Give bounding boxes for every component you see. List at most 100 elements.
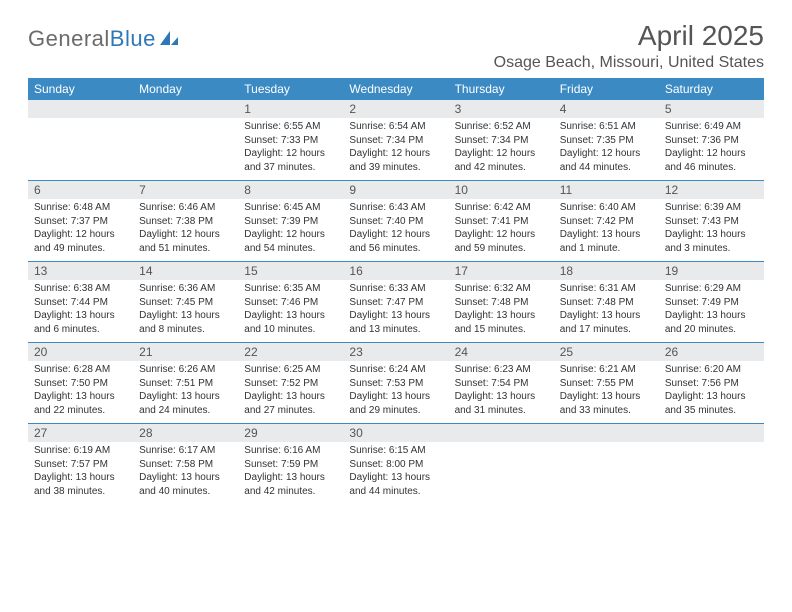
week-group: 27282930Sunrise: 6:19 AMSunset: 7:57 PMD… [28,424,764,504]
day-number: 22 [238,343,343,361]
daylight-line: Daylight: 12 hours and 42 minutes. [455,147,548,174]
daylight-line: Daylight: 12 hours and 49 minutes. [34,228,127,255]
day-detail-cell: Sunrise: 6:25 AMSunset: 7:52 PMDaylight:… [238,361,343,423]
day-number [28,100,133,118]
day-detail-cell: Sunrise: 6:51 AMSunset: 7:35 PMDaylight:… [554,118,659,180]
sunrise-line: Sunrise: 6:16 AM [244,444,337,458]
detail-row: Sunrise: 6:48 AMSunset: 7:37 PMDaylight:… [28,199,764,261]
day-number [554,424,659,442]
daylight-line: Daylight: 13 hours and 6 minutes. [34,309,127,336]
sunset-line: Sunset: 7:41 PM [455,215,548,229]
daylight-line: Daylight: 13 hours and 29 minutes. [349,390,442,417]
day-number-strip: 6789101112 [28,181,764,199]
daylight-line: Daylight: 13 hours and 40 minutes. [139,471,232,498]
brand-sail-icon [158,29,180,47]
day-detail-cell: Sunrise: 6:54 AMSunset: 7:34 PMDaylight:… [343,118,448,180]
sunset-line: Sunset: 7:56 PM [665,377,758,391]
page-header: GeneralBlue April 2025 Osage Beach, Miss… [28,20,764,72]
day-detail-cell: Sunrise: 6:19 AMSunset: 7:57 PMDaylight:… [28,442,133,504]
day-number [133,100,238,118]
day-number: 1 [238,100,343,118]
sunrise-line: Sunrise: 6:24 AM [349,363,442,377]
day-detail-cell [449,442,554,504]
daylight-line: Daylight: 13 hours and 20 minutes. [665,309,758,336]
day-detail-cell [659,442,764,504]
detail-row: Sunrise: 6:38 AMSunset: 7:44 PMDaylight:… [28,280,764,342]
daylight-line: Daylight: 13 hours and 27 minutes. [244,390,337,417]
sunset-line: Sunset: 7:38 PM [139,215,232,229]
daylight-line: Daylight: 13 hours and 38 minutes. [34,471,127,498]
sunrise-line: Sunrise: 6:54 AM [349,120,442,134]
brand-logo: GeneralBlue [28,26,180,52]
day-number: 21 [133,343,238,361]
sunrise-line: Sunrise: 6:51 AM [560,120,653,134]
day-number: 4 [554,100,659,118]
sunset-line: Sunset: 7:48 PM [455,296,548,310]
sunrise-line: Sunrise: 6:48 AM [34,201,127,215]
day-detail-cell: Sunrise: 6:46 AMSunset: 7:38 PMDaylight:… [133,199,238,261]
sunset-line: Sunset: 7:48 PM [560,296,653,310]
day-detail-cell: Sunrise: 6:49 AMSunset: 7:36 PMDaylight:… [659,118,764,180]
sunrise-line: Sunrise: 6:25 AM [244,363,337,377]
day-detail-cell: Sunrise: 6:39 AMSunset: 7:43 PMDaylight:… [659,199,764,261]
daylight-line: Daylight: 13 hours and 15 minutes. [455,309,548,336]
sunrise-line: Sunrise: 6:28 AM [34,363,127,377]
sunrise-line: Sunrise: 6:15 AM [349,444,442,458]
daylight-line: Daylight: 13 hours and 10 minutes. [244,309,337,336]
sunset-line: Sunset: 7:53 PM [349,377,442,391]
calendar-grid: SundayMondayTuesdayWednesdayThursdayFrid… [28,78,764,504]
daylight-line: Daylight: 12 hours and 59 minutes. [455,228,548,255]
sunrise-line: Sunrise: 6:23 AM [455,363,548,377]
daylight-line: Daylight: 13 hours and 3 minutes. [665,228,758,255]
brand-part1: General [28,26,110,52]
day-detail-cell: Sunrise: 6:32 AMSunset: 7:48 PMDaylight:… [449,280,554,342]
sunset-line: Sunset: 7:42 PM [560,215,653,229]
sunset-line: Sunset: 7:34 PM [349,134,442,148]
week-group: 20212223242526Sunrise: 6:28 AMSunset: 7:… [28,343,764,424]
day-number: 10 [449,181,554,199]
daylight-line: Daylight: 13 hours and 1 minute. [560,228,653,255]
day-detail-cell: Sunrise: 6:36 AMSunset: 7:45 PMDaylight:… [133,280,238,342]
day-number: 19 [659,262,764,280]
day-detail-cell: Sunrise: 6:43 AMSunset: 7:40 PMDaylight:… [343,199,448,261]
day-detail-cell: Sunrise: 6:20 AMSunset: 7:56 PMDaylight:… [659,361,764,423]
day-number: 12 [659,181,764,199]
daylight-line: Daylight: 13 hours and 33 minutes. [560,390,653,417]
weeks-container: 12345Sunrise: 6:55 AMSunset: 7:33 PMDayl… [28,100,764,504]
sunrise-line: Sunrise: 6:40 AM [560,201,653,215]
dow-cell: Thursday [449,78,554,100]
sunset-line: Sunset: 7:51 PM [139,377,232,391]
week-group: 13141516171819Sunrise: 6:38 AMSunset: 7:… [28,262,764,343]
day-number-strip: 12345 [28,100,764,118]
day-number: 3 [449,100,554,118]
day-detail-cell [28,118,133,180]
sunset-line: Sunset: 7:50 PM [34,377,127,391]
sunset-line: Sunset: 7:39 PM [244,215,337,229]
day-detail-cell: Sunrise: 6:42 AMSunset: 7:41 PMDaylight:… [449,199,554,261]
day-number: 14 [133,262,238,280]
day-detail-cell: Sunrise: 6:35 AMSunset: 7:46 PMDaylight:… [238,280,343,342]
sunrise-line: Sunrise: 6:46 AM [139,201,232,215]
sunset-line: Sunset: 7:54 PM [455,377,548,391]
day-detail-cell [133,118,238,180]
daylight-line: Daylight: 12 hours and 56 minutes. [349,228,442,255]
day-detail-cell: Sunrise: 6:31 AMSunset: 7:48 PMDaylight:… [554,280,659,342]
day-detail-cell: Sunrise: 6:29 AMSunset: 7:49 PMDaylight:… [659,280,764,342]
day-number: 7 [133,181,238,199]
sunrise-line: Sunrise: 6:17 AM [139,444,232,458]
day-detail-cell: Sunrise: 6:55 AMSunset: 7:33 PMDaylight:… [238,118,343,180]
sunset-line: Sunset: 7:55 PM [560,377,653,391]
sunset-line: Sunset: 7:45 PM [139,296,232,310]
day-number: 9 [343,181,448,199]
sunset-line: Sunset: 8:00 PM [349,458,442,472]
daylight-line: Daylight: 13 hours and 42 minutes. [244,471,337,498]
daylight-line: Daylight: 13 hours and 31 minutes. [455,390,548,417]
daylight-line: Daylight: 13 hours and 13 minutes. [349,309,442,336]
calendar-page: GeneralBlue April 2025 Osage Beach, Miss… [0,0,792,524]
sunset-line: Sunset: 7:44 PM [34,296,127,310]
day-number: 23 [343,343,448,361]
day-number: 20 [28,343,133,361]
sunrise-line: Sunrise: 6:36 AM [139,282,232,296]
title-block: April 2025 Osage Beach, Missouri, United… [494,20,764,72]
dow-cell: Tuesday [238,78,343,100]
